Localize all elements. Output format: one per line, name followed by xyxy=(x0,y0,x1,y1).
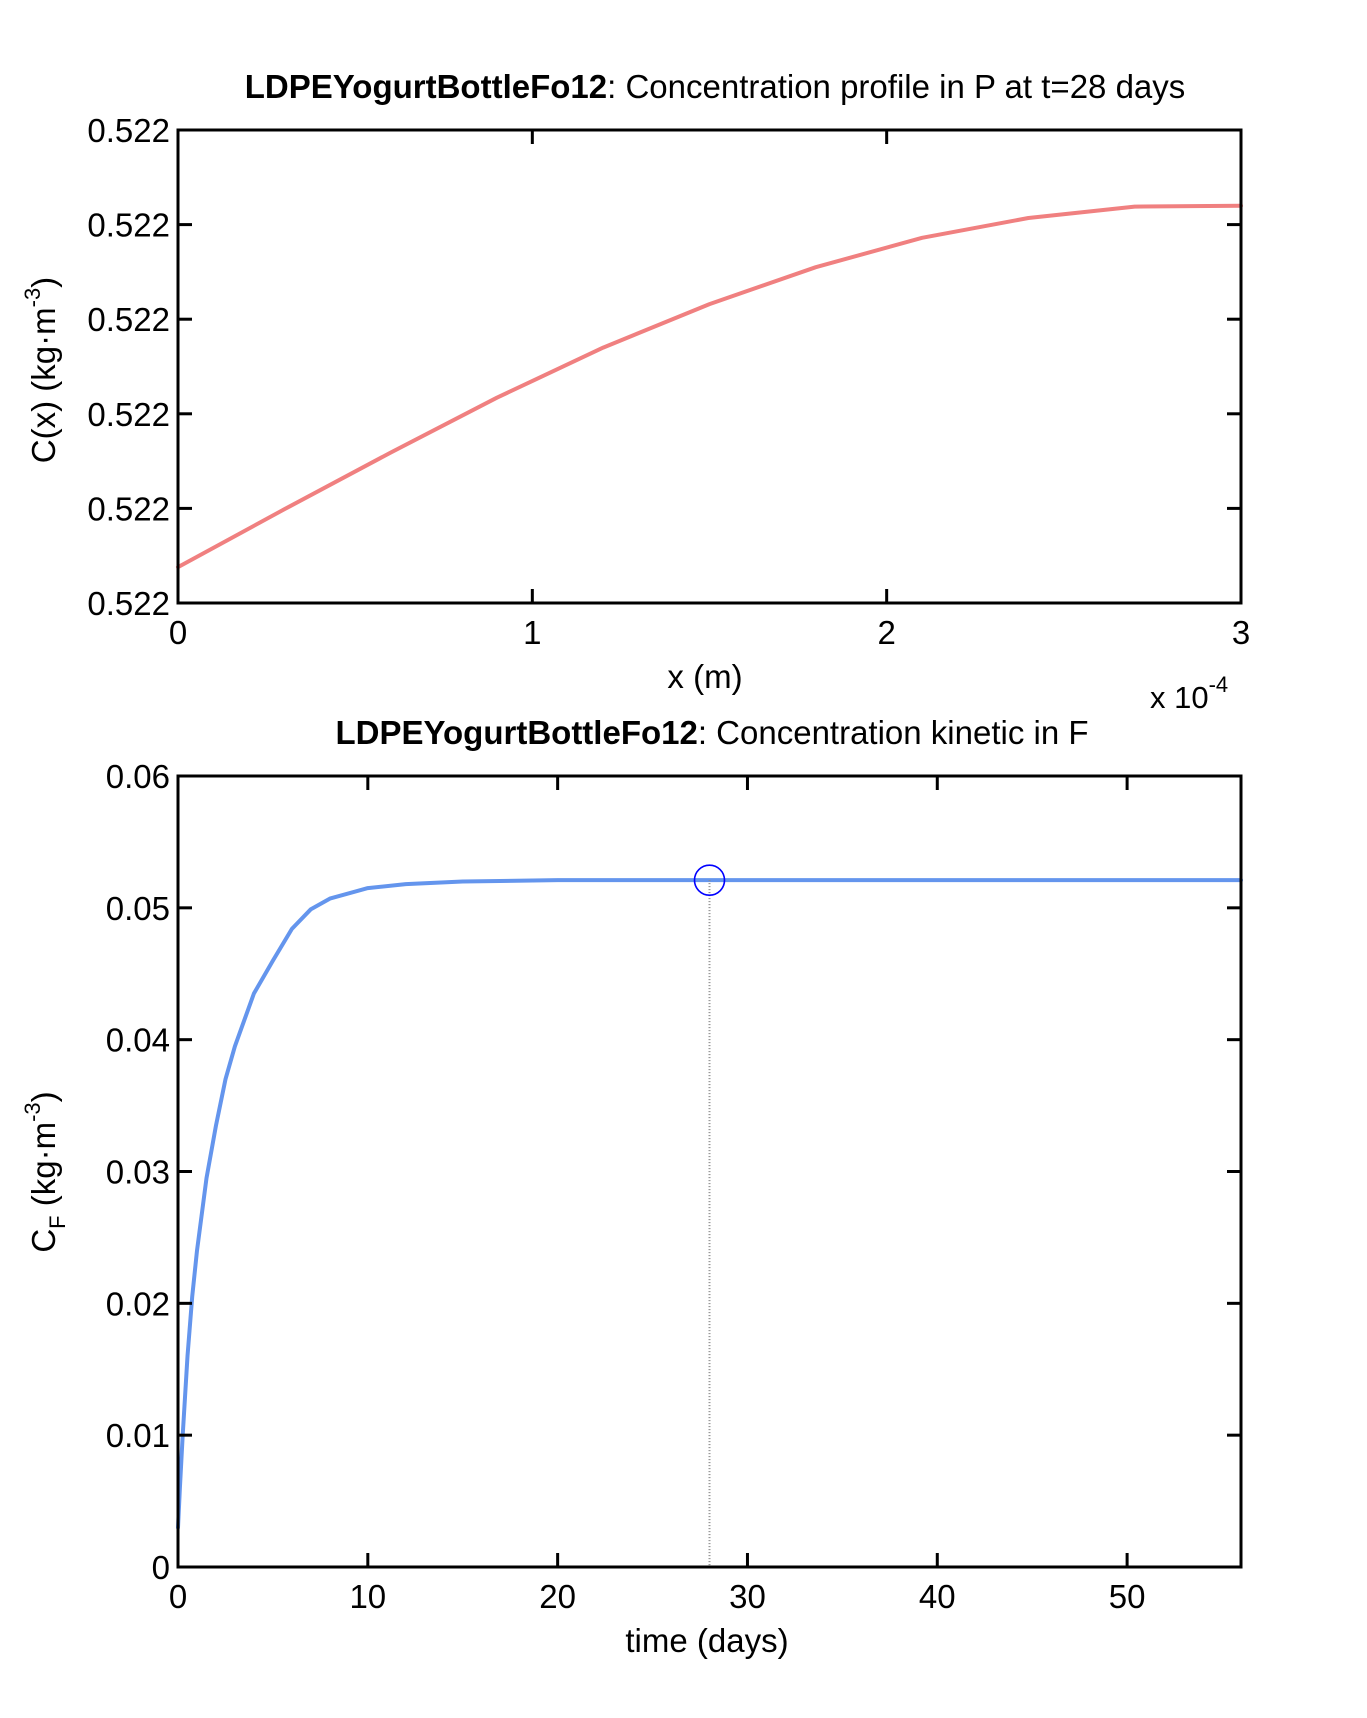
y-axis-label-bottom: CF (kg·m-3) xyxy=(20,1091,70,1252)
bottom-x-tick-label: 10 xyxy=(349,1578,386,1615)
title-bottom-rest: : Concentration kinetic in F xyxy=(698,714,1089,751)
bottom-y-tick-label: 0.03 xyxy=(106,1154,170,1191)
bottom-y-tick-label: 0.04 xyxy=(106,1022,170,1059)
chart-top: LDPEYogurtBottleFo12: Concentration prof… xyxy=(20,68,1250,715)
top-y-tick-label: 0.522 xyxy=(87,490,170,527)
y-axis-label-top-sup: -3 xyxy=(20,288,45,308)
top-y-tick-label: 0.522 xyxy=(87,207,170,244)
top-y-tick-label: 0.522 xyxy=(87,585,170,622)
top-y-tick-label: 0.522 xyxy=(87,301,170,338)
bottom-marker-circle xyxy=(693,864,726,896)
top-x-tick-label: 2 xyxy=(877,614,895,651)
bottom-series-line-0 xyxy=(176,878,1243,1530)
bottom-y-tick-label: 0.02 xyxy=(106,1285,170,1322)
top-x-tick-label: 1 xyxy=(523,614,541,651)
bottom-x-tick-label: 40 xyxy=(919,1578,956,1615)
y-axis-label-bottom-units: (kg·m xyxy=(25,1122,62,1216)
top-x-tick-label: 0 xyxy=(169,614,187,651)
x-multiplier-base: x 10 xyxy=(1150,680,1209,715)
bottom-y-tick-label: 0 xyxy=(152,1549,170,1586)
bottom-y-tick-label: 0.01 xyxy=(106,1417,170,1454)
title-top-rest: : Concentration profile in P at t=28 day… xyxy=(607,68,1185,105)
top-series-line-0 xyxy=(176,203,1243,570)
bottom-y-tick-label: 0.06 xyxy=(106,758,170,795)
y-axis-label-bottom-main: C xyxy=(25,1229,62,1253)
y-axis-label-bottom-close: ) xyxy=(25,1091,62,1102)
title-bottom-bold: LDPEYogurtBottleFo12 xyxy=(335,714,697,751)
y-axis-label-bottom-sub: F xyxy=(45,1215,70,1228)
y-axis-label-top-main: C(x) (kg·m xyxy=(25,307,62,463)
top-x-tick-label: 3 xyxy=(1232,614,1250,651)
chart-bottom: LDPEYogurtBottleFo12: Concentration kine… xyxy=(20,714,1243,1659)
plot-area-bottom: 0 10 20 30 40 50 0 0.01 0.02 0.03 0.04 0.05 0.06 xyxy=(106,758,1243,1615)
bottom-y-tick-label: 0.05 xyxy=(106,890,170,927)
title-top: LDPEYogurtBottleFo12: Concentration prof… xyxy=(245,68,1186,105)
bottom-x-tick-label: 20 xyxy=(539,1578,576,1615)
y-axis-label-top: C(x) (kg·m-3) xyxy=(20,277,62,463)
top-y-tick-label: 0.522 xyxy=(87,112,170,149)
y-axis-label-bottom-sup: -3 xyxy=(20,1102,45,1122)
x-multiplier-top: x 10-4 xyxy=(1150,672,1228,715)
y-axis-label-top-close: ) xyxy=(25,277,62,288)
title-bottom: LDPEYogurtBottleFo12: Concentration kine… xyxy=(335,714,1088,751)
top-axes-box xyxy=(176,128,1243,605)
x-axis-label-bottom: time (days) xyxy=(625,1622,788,1659)
bottom-x-tick-label: 50 xyxy=(1109,1578,1146,1615)
bottom-x-tick-label: 0 xyxy=(169,1578,187,1615)
plot-area-top: 0 1 2 3 0.522 0.522 0.522 0.522 0.522 0.522 xyxy=(87,112,1250,651)
top-y-tick-label: 0.522 xyxy=(87,396,170,433)
bottom-x-tick-label: 30 xyxy=(729,1578,766,1615)
title-top-bold: LDPEYogurtBottleFo12 xyxy=(245,68,607,105)
x-multiplier-exp: -4 xyxy=(1209,672,1229,697)
x-axis-label-top: x (m) xyxy=(667,658,742,695)
